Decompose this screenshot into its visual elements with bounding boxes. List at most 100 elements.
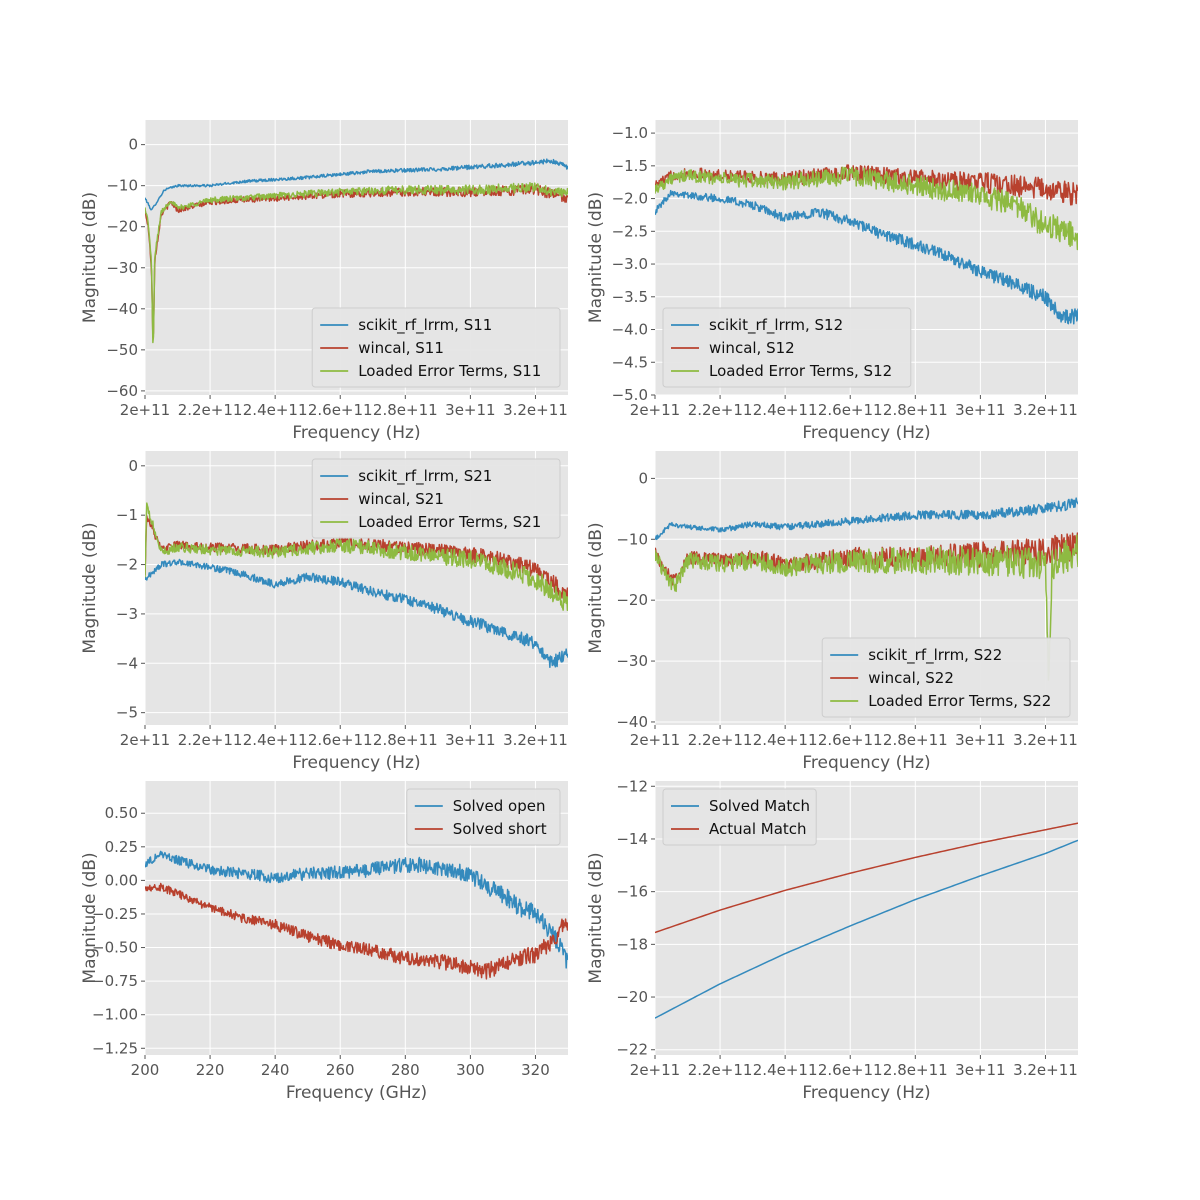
subplot-5: 200 220 240 260 280 300 320 0.50 0.25 0.00 −0.25 −0…: [80, 781, 568, 1103]
x-tick-label: 240: [261, 1061, 290, 1079]
x-tick-label: 2.2e+11: [178, 731, 243, 749]
x-axis-label: Frequency (GHz): [286, 1083, 427, 1103]
y-axis-label: Magnitude (dB): [586, 852, 606, 983]
y-tick-label: −4: [116, 654, 138, 672]
y-tick-label: −2.0: [612, 190, 648, 208]
series-line-1: [145, 558, 568, 669]
y-axis-label: Magnitude (dB): [80, 852, 100, 983]
series-line-3: [655, 166, 1078, 251]
y-tick-label: −14: [616, 830, 648, 848]
legend: scikit_rf_lrrm, S11 wincal, S11 Loaded Err…: [311, 307, 561, 388]
series-line-1: [655, 189, 1078, 325]
legend-label: wincal, S22: [868, 669, 954, 687]
x-tick-label: 2.2e+11: [688, 731, 753, 749]
series-group: [145, 158, 568, 344]
x-tick-label: 2.2e+11: [688, 401, 753, 419]
legend-label: Loaded Error Terms, S22: [868, 692, 1051, 710]
x-tick-label: 2e+11: [120, 401, 170, 419]
x-tick-label: 2.8e+11: [883, 1061, 948, 1079]
y-tick-label: −0.25: [92, 905, 138, 923]
y-tick-label: −16: [616, 883, 648, 901]
series-line-3: [655, 534, 1078, 681]
series-line-1: [655, 839, 1078, 1019]
x-tick-label: 300: [456, 1061, 485, 1079]
legend: Solved Match Actual Match: [662, 788, 817, 846]
legend-box: [821, 637, 1071, 718]
x-tick-label: 2.6e+11: [818, 1061, 883, 1079]
x-tick-label: 3.2e+11: [1013, 1061, 1078, 1079]
x-tick-label: 2.4e+11: [243, 731, 308, 749]
legend-label: Loaded Error Terms, S12: [709, 362, 892, 380]
x-tick-label: 280: [391, 1061, 420, 1079]
legend-box: [311, 458, 561, 539]
y-tick-label: −22: [616, 1041, 648, 1059]
y-tick-label: −0.75: [92, 972, 138, 990]
x-tick-label: 3e+11: [955, 401, 1005, 419]
y-tick-label: 0.00: [105, 871, 138, 889]
series-group: [145, 502, 568, 669]
y-axis-label: Magnitude (dB): [80, 192, 100, 323]
x-tick-label: 3e+11: [445, 731, 495, 749]
legend-label: scikit_rf_lrrm, S12: [709, 316, 843, 335]
y-tick-label: −3.0: [612, 255, 648, 273]
x-tick-label: 2e+11: [630, 731, 680, 749]
series-line-2: [655, 822, 1078, 934]
x-tick-label: 2.4e+11: [753, 731, 818, 749]
x-tick-label: 2.2e+11: [178, 401, 243, 419]
legend-label: scikit_rf_lrrm, S11: [358, 316, 492, 335]
legend-label: Solved open: [453, 797, 546, 815]
x-tick-label: 320: [521, 1061, 550, 1079]
y-tick-label: 0: [128, 136, 138, 154]
series-group: [655, 164, 1078, 325]
y-tick-label: −10: [106, 177, 138, 195]
legend: scikit_rf_lrrm, S12 wincal, S12 Loaded Err…: [662, 307, 912, 388]
x-tick-label: 3.2e+11: [503, 731, 568, 749]
x-axis-label: Frequency (Hz): [802, 423, 930, 443]
series-line-1: [655, 497, 1078, 541]
y-tick-label: −1.25: [92, 1039, 138, 1057]
legend-label: Solved Match: [709, 797, 810, 815]
y-tick-label: −4.0: [612, 321, 648, 339]
y-tick-label: −20: [616, 988, 648, 1006]
y-tick-label: −2: [116, 556, 138, 574]
x-tick-label: 3.2e+11: [1013, 731, 1078, 749]
x-tick-label: 2e+11: [120, 731, 170, 749]
y-tick-label: −20: [616, 591, 648, 609]
y-tick-label: −30: [106, 259, 138, 277]
y-tick-label: −30: [616, 652, 648, 670]
x-axis-label: Frequency (Hz): [292, 423, 420, 443]
y-tick-label: −1: [116, 506, 138, 524]
series-group: [655, 497, 1078, 681]
series-line-3: [145, 502, 568, 612]
y-tick-label: −1.5: [612, 157, 648, 175]
legend-box: [662, 788, 817, 846]
x-tick-label: 260: [326, 1061, 355, 1079]
y-tick-label: 0.50: [105, 804, 138, 822]
y-tick-label: −60: [106, 382, 138, 400]
y-tick-label: −1.00: [92, 1006, 138, 1024]
y-tick-label: −0.50: [92, 939, 138, 957]
legend-box: [662, 307, 912, 388]
y-tick-label: 0: [638, 469, 648, 487]
x-tick-label: 2.4e+11: [753, 401, 818, 419]
x-tick-label: 2.4e+11: [753, 1061, 818, 1079]
legend-label: Loaded Error Terms, S21: [358, 513, 541, 531]
x-tick-label: 2.8e+11: [373, 731, 438, 749]
legend-label: wincal, S11: [358, 339, 444, 357]
x-tick-label: 3.2e+11: [503, 401, 568, 419]
x-tick-label: 2.6e+11: [818, 401, 883, 419]
y-tick-label: −4.5: [612, 353, 648, 371]
x-tick-label: 3e+11: [955, 731, 1005, 749]
legend: Solved open Solved short: [406, 788, 561, 846]
x-axis-label: Frequency (Hz): [802, 753, 930, 773]
x-tick-label: 200: [131, 1061, 160, 1079]
subplot-3: 2e+11 2.2e+11 2.4e+11 2.6e+11 2.8e+11 3e+11 3.…: [80, 451, 568, 773]
y-axis-label: Magnitude (dB): [586, 522, 606, 653]
y-axis-label: Magnitude (dB): [80, 522, 100, 653]
x-tick-label: 2.6e+11: [308, 731, 373, 749]
subplot-6: 2e+11 2.2e+11 2.4e+11 2.6e+11 2.8e+11 3e+11 3.…: [586, 777, 1078, 1103]
legend-box: [311, 307, 561, 388]
y-tick-label: −40: [106, 300, 138, 318]
x-tick-label: 2.8e+11: [373, 401, 438, 419]
x-tick-label: 2.8e+11: [883, 731, 948, 749]
